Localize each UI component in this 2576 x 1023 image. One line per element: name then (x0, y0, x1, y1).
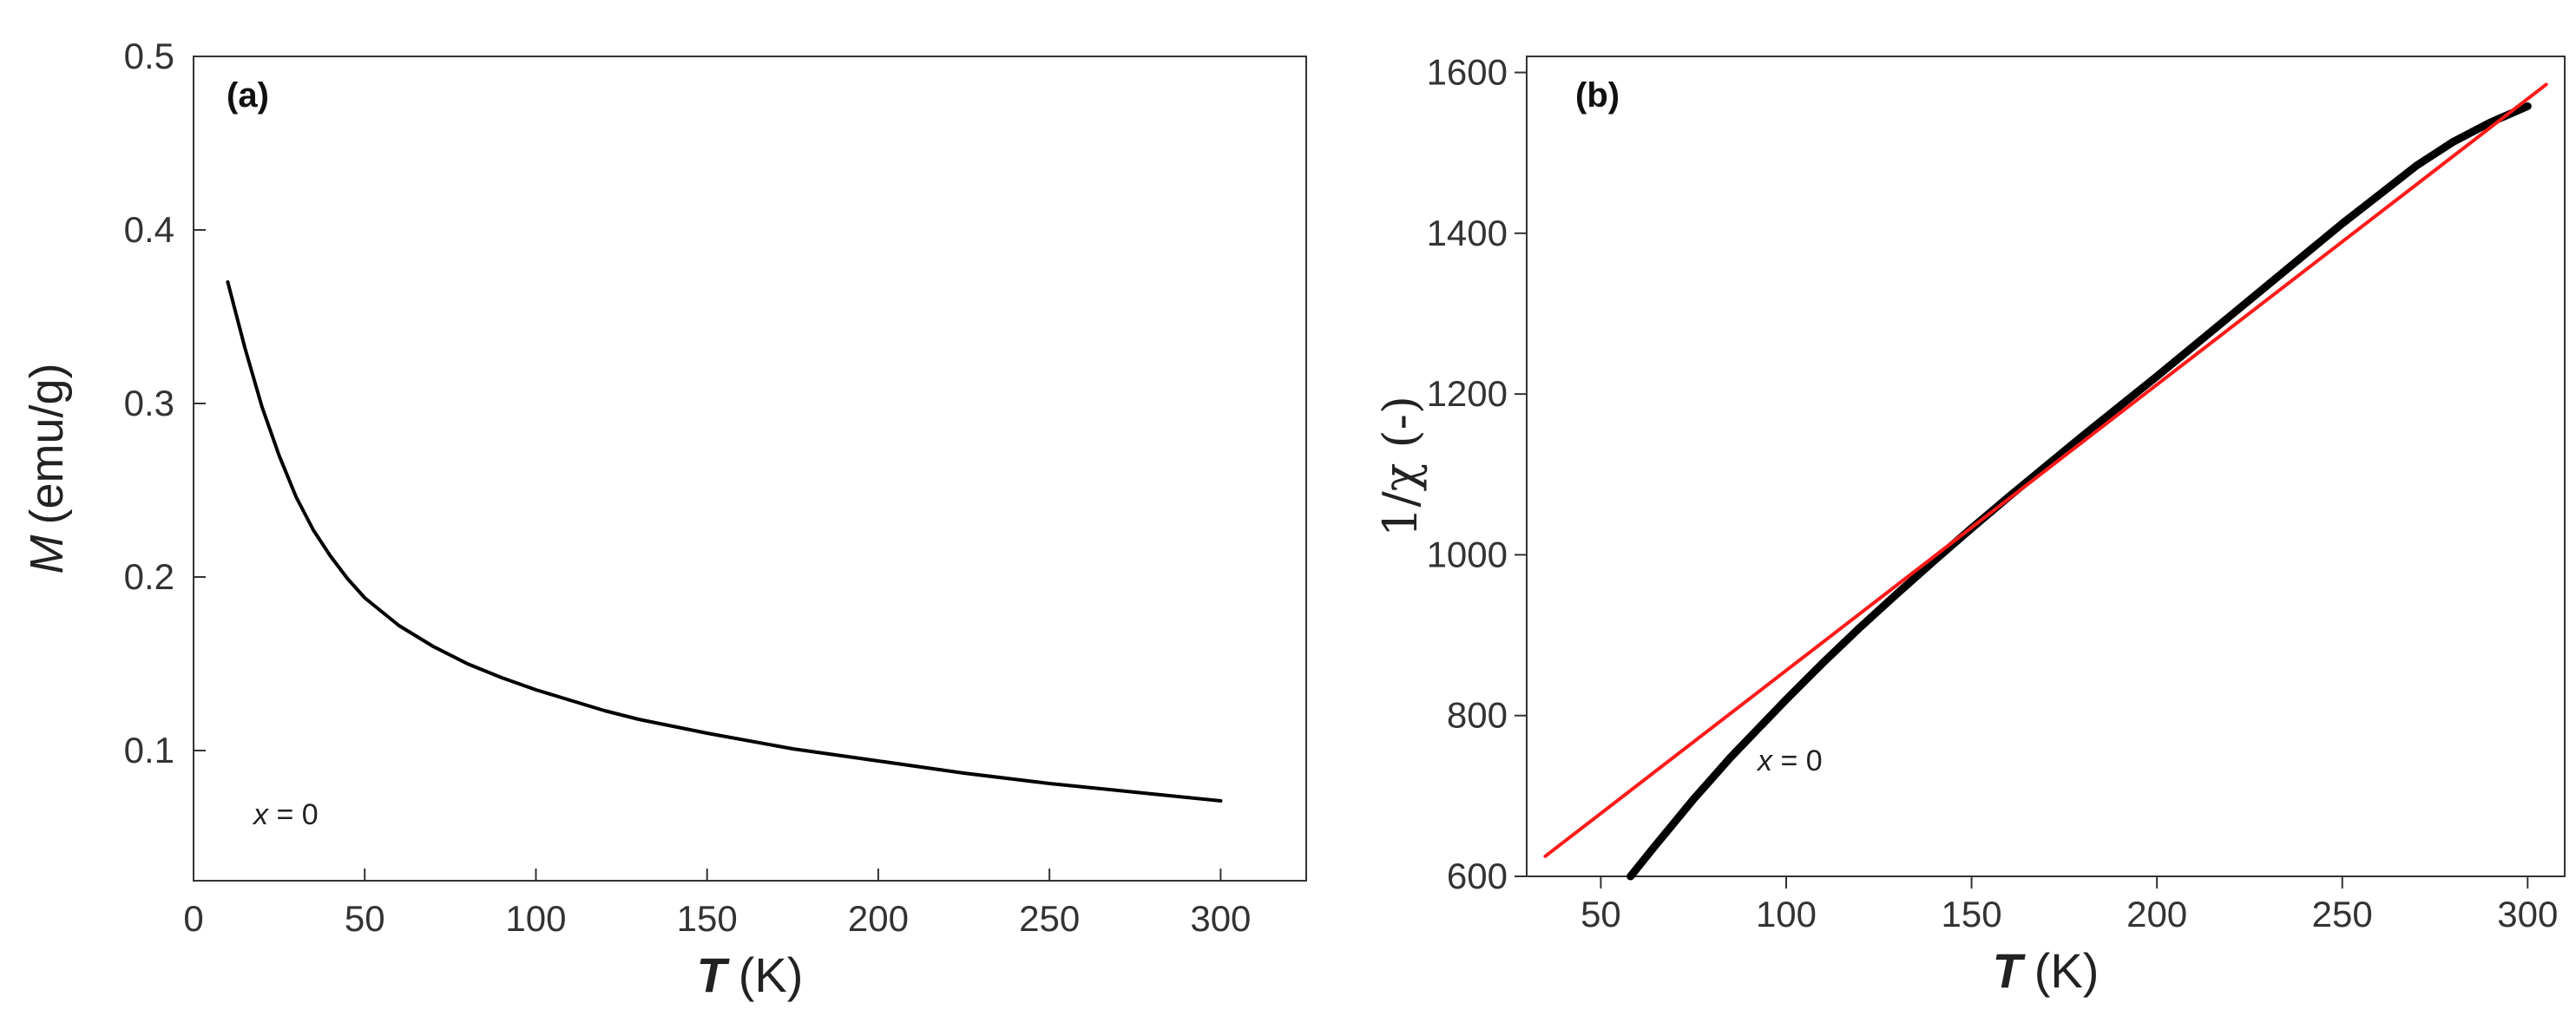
y-axis-label-unit: (emu/g) (21, 363, 73, 524)
panel-a-chart: 0 50 100 150 200 250 300 0.1 0.2 0.3 0.4 0.5 (a) x = … (21, 36, 1307, 1002)
y-tick-label: 800 (1447, 695, 1508, 736)
annotation: x = 0 (252, 798, 319, 831)
x-tick-label: 150 (677, 898, 738, 939)
y-tick-label: 0.3 (124, 383, 174, 423)
plot-frame (193, 56, 1307, 882)
y-tick-label: 0.4 (124, 209, 174, 250)
series-line-linear-fit (1543, 82, 2548, 858)
series-line-data (1626, 102, 2532, 881)
x-tick-label: 50 (345, 898, 385, 939)
x-axis-label-unit: (K) (739, 948, 804, 1002)
y-tick-label: 600 (1447, 856, 1508, 896)
panel-label: (b) (1575, 76, 1620, 115)
y-tick-label: 1000 (1427, 534, 1508, 574)
panel-label: (a) (227, 76, 269, 115)
y-tick-label: 0.2 (124, 556, 174, 597)
x-tick-label: 300 (2497, 894, 2558, 934)
x-tick-label: 200 (848, 898, 909, 939)
x-axis-label-unit: (K) (2034, 943, 2100, 998)
x-axis-label-symbol: T (697, 948, 731, 1002)
y-axis-label: 1/χ (-) (1373, 396, 1428, 537)
x-tick-label: 100 (505, 898, 566, 939)
x-tick-label: 50 (1580, 894, 1621, 934)
x-axis-label-symbol: T (1993, 943, 2027, 998)
x-tick-label: 250 (2312, 894, 2373, 934)
y-tick-label: 0.1 (124, 730, 174, 771)
x-axis-label: T (K) (697, 948, 804, 1002)
plot-frame (1526, 56, 2566, 877)
annotation: x = 0 (1756, 744, 1823, 777)
x-tick-label: 250 (1019, 898, 1080, 939)
x-tick-label: 100 (1756, 894, 1817, 934)
x-axis-label: T (K) (1993, 943, 2100, 998)
series-line-m-t- (226, 280, 1223, 803)
panel-b-chart: 50 100 150 200 250 300 600 800 1000 1200 1400 1600 (… (1373, 52, 2566, 998)
x-tick-label: 200 (2126, 894, 2187, 934)
annotation-variable: x (1756, 744, 1773, 777)
y-axis-label-symbol: M (21, 535, 73, 574)
y-tick-label: 1600 (1427, 52, 1508, 93)
annotation-variable: x (252, 798, 269, 831)
y-tick-label: 1200 (1427, 373, 1508, 414)
y-tick-label: 1400 (1427, 213, 1508, 253)
y-axis-label: M (emu/g) (21, 363, 73, 574)
x-tick-label: 150 (1942, 894, 2002, 934)
x-tick-label: 300 (1190, 898, 1251, 939)
y-tick-label: 0.5 (124, 36, 174, 76)
x-tick-label: 0 (183, 898, 203, 939)
annotation-value: = 0 (268, 798, 319, 831)
annotation-value: = 0 (1772, 744, 1823, 777)
